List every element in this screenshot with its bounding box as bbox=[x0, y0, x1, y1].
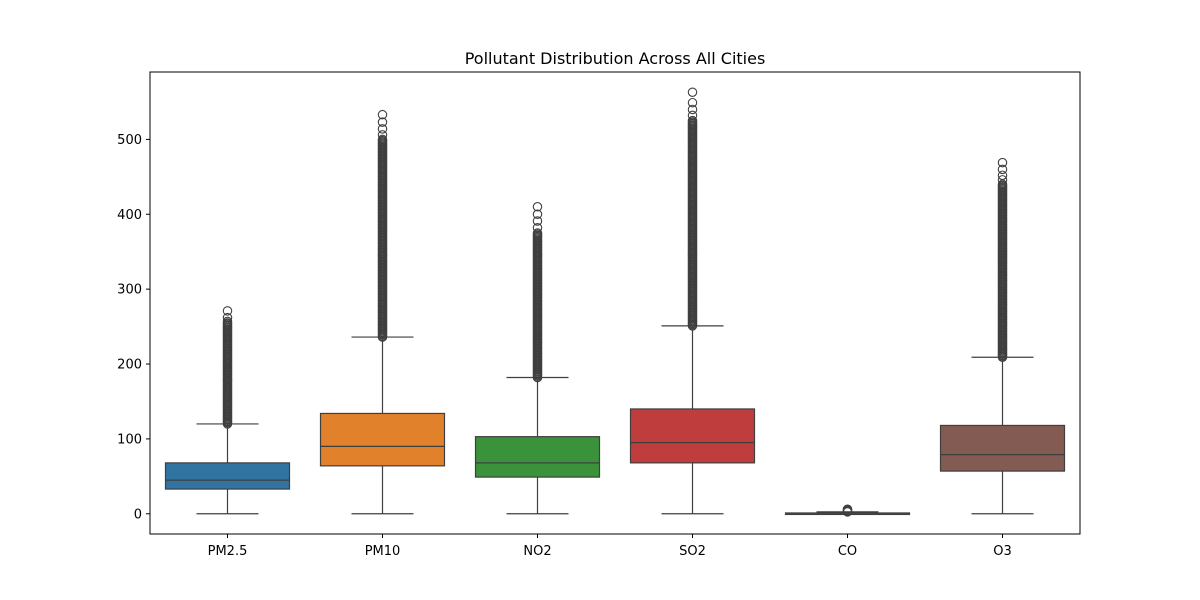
outlier-point bbox=[687, 97, 698, 108]
y-tick-label: 500 bbox=[117, 133, 142, 148]
box-o3 bbox=[939, 424, 1066, 472]
y-tick-label: 400 bbox=[117, 208, 142, 223]
x-tick-label: O3 bbox=[993, 544, 1012, 559]
x-tick-label: PM10 bbox=[365, 544, 401, 559]
outlier-point bbox=[997, 175, 1008, 185]
outlier-point bbox=[222, 316, 233, 327]
outlier-point bbox=[997, 170, 1008, 181]
outlier-point bbox=[532, 216, 543, 226]
outlier-point bbox=[377, 124, 388, 134]
outlier-point bbox=[377, 109, 388, 120]
outlier-point bbox=[532, 228, 543, 238]
outlier-point bbox=[532, 202, 543, 212]
outlier-point bbox=[532, 209, 543, 220]
y-tick-label: 200 bbox=[117, 358, 142, 373]
outlier-point bbox=[687, 87, 698, 97]
outlier-point bbox=[222, 312, 233, 323]
x-tick-label: SO2 bbox=[679, 544, 706, 559]
outlier-point bbox=[222, 306, 233, 316]
outlier-point bbox=[997, 164, 1008, 175]
x-tick-label: NO2 bbox=[523, 544, 551, 559]
plot-area: 0 100 200 300 400 500 PM2.5 PM10 NO2 SO2 CO O3 bbox=[117, 87, 1066, 559]
outlier-point bbox=[842, 504, 853, 515]
outlier-point bbox=[532, 222, 543, 233]
box-pm10 bbox=[319, 412, 446, 467]
y-tick-label: 100 bbox=[117, 432, 142, 447]
y-tick-label: 0 bbox=[134, 507, 142, 522]
box-no2 bbox=[474, 436, 601, 478]
chart-title: Pollutant Distribution Across All Cities bbox=[465, 49, 766, 68]
x-tick-label: PM2.5 bbox=[208, 544, 248, 559]
plot-frame bbox=[149, 71, 1081, 535]
outlier-point bbox=[687, 110, 698, 121]
box-so2 bbox=[629, 408, 756, 464]
outlier-point bbox=[997, 179, 1008, 190]
outlier-point bbox=[687, 104, 698, 115]
y-tick-label: 300 bbox=[117, 283, 142, 298]
outlier-point bbox=[687, 115, 698, 126]
outlier-point bbox=[997, 157, 1008, 168]
outlier-point bbox=[377, 117, 388, 127]
outlier-point bbox=[377, 134, 388, 145]
x-tick-label: CO bbox=[838, 544, 857, 559]
box-pm25 bbox=[164, 462, 291, 490]
outlier-point bbox=[377, 130, 388, 140]
